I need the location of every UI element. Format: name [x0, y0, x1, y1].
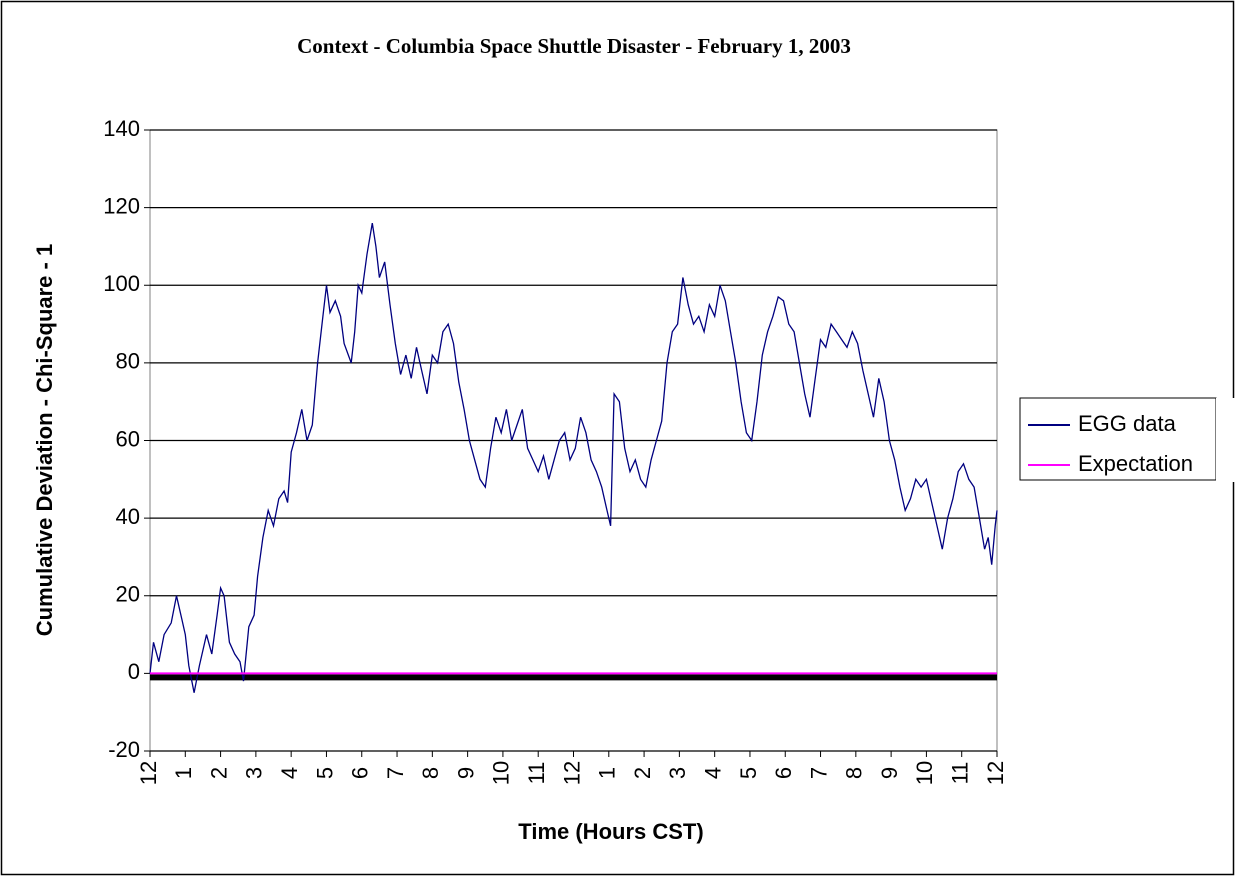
x-tick-label: 3 [242, 767, 267, 779]
x-tick-label: 4 [277, 767, 302, 779]
x-tick-label: 12 [559, 761, 584, 785]
y-tick-label: 80 [116, 349, 140, 374]
x-tick-label: 5 [736, 767, 761, 779]
x-tick-label: 9 [877, 767, 902, 779]
x-tick-label: 10 [489, 761, 514, 785]
x-tick-label: 2 [206, 767, 231, 779]
y-axis-label: Cumulative Deviation - Chi-Square - 1 [32, 244, 57, 636]
x-tick-label: 7 [383, 767, 408, 779]
x-tick-label: 11 [948, 762, 973, 785]
legend-clip [1216, 398, 1236, 482]
legend-box [1019, 397, 1217, 481]
x-tick-label: 4 [700, 767, 725, 779]
y-tick-label: 60 [116, 426, 140, 451]
y-tick-label: 100 [103, 271, 140, 296]
x-tick-label: 7 [806, 767, 831, 779]
x-tick-label: 10 [912, 761, 937, 785]
x-tick-label: 11 [524, 762, 549, 785]
x-tick-label: 12 [136, 761, 161, 785]
x-tick-label: 9 [453, 767, 478, 779]
y-tick-label: 40 [116, 504, 140, 529]
x-tick-label: 1 [171, 767, 196, 779]
y-tick-label: 140 [103, 116, 140, 141]
y-tick-label: 0 [128, 659, 140, 684]
legend-label: EGG data [1078, 411, 1177, 436]
x-tick-label: 6 [771, 767, 796, 779]
series-line [149, 222, 998, 693]
x-tick-label: 8 [842, 767, 867, 779]
x-axis-label: Time (Hours CST) [518, 819, 703, 844]
x-tick-label: 5 [312, 767, 337, 779]
y-tick-label: -20 [108, 737, 140, 762]
x-tick-label: 12 [983, 761, 1008, 785]
y-tick-label: 20 [116, 582, 140, 607]
x-tick-label: 3 [665, 767, 690, 779]
x-tick-label: 6 [348, 767, 373, 779]
y-tick-label: 120 [103, 193, 140, 218]
chart-title: Context - Columbia Space Shuttle Disaste… [297, 34, 851, 58]
x-tick-label: 2 [630, 767, 655, 779]
legend-label: Expectation [1078, 451, 1193, 476]
x-tick-label: 1 [595, 767, 620, 779]
x-tick-label: 8 [418, 767, 443, 779]
